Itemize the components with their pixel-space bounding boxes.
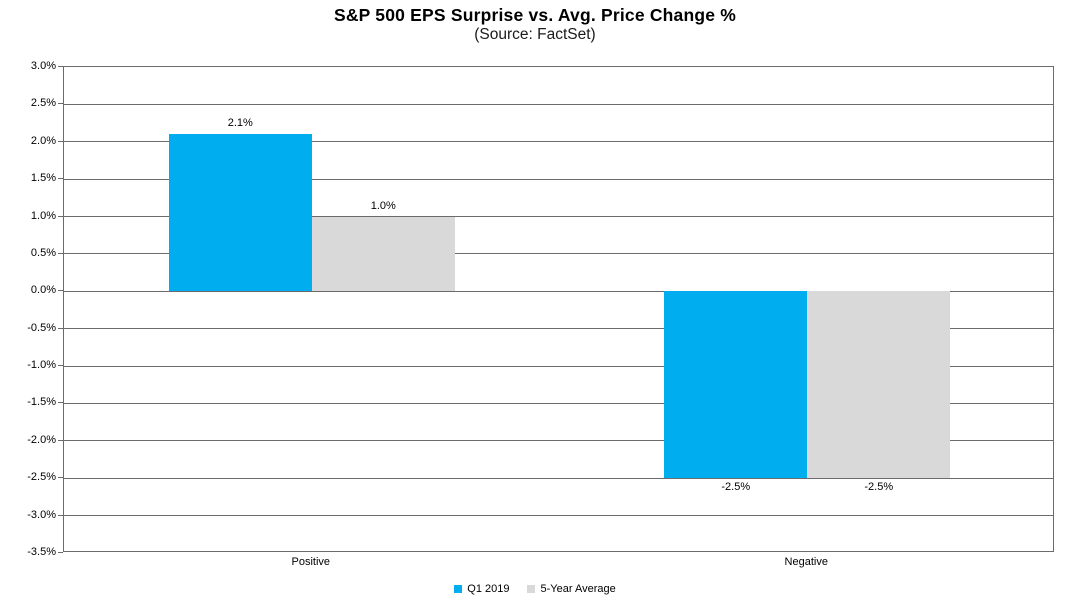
y-axis-tick bbox=[58, 439, 63, 441]
x-axis-label-negative: Negative bbox=[784, 556, 828, 568]
y-axis-tick bbox=[58, 215, 63, 217]
y-axis-label: -2.0% bbox=[27, 433, 56, 446]
legend-label: Q1 2019 bbox=[467, 583, 510, 595]
bar-5-year-average-negative bbox=[807, 291, 951, 479]
y-axis-label: 0.5% bbox=[30, 246, 56, 259]
bar-value-label: 1.0% bbox=[370, 199, 396, 212]
y-axis-tick bbox=[58, 252, 63, 254]
y-axis-label: 0.0% bbox=[30, 284, 56, 297]
y-axis-label: -0.5% bbox=[27, 321, 56, 334]
gridline bbox=[64, 253, 1053, 255]
gridline bbox=[64, 328, 1053, 330]
gridline bbox=[64, 440, 1053, 442]
chart-title: S&P 500 EPS Surprise vs. Avg. Price Chan… bbox=[333, 5, 737, 25]
gridline bbox=[64, 178, 1053, 180]
y-axis-label: -1.5% bbox=[27, 396, 56, 409]
legend: Q1 2019 5-Year Average bbox=[0, 583, 1070, 595]
y-axis-label: -1.0% bbox=[27, 359, 56, 372]
y-axis-tick bbox=[58, 402, 63, 404]
y-axis-tick bbox=[58, 514, 63, 516]
bar-q1-2019-negative bbox=[664, 291, 808, 479]
gridline bbox=[64, 365, 1053, 367]
bar-5-year-average-positive bbox=[311, 216, 455, 292]
gridline bbox=[64, 515, 1053, 517]
plot-area: 2.1% 1.0% -2.5% -2.5% bbox=[63, 66, 1054, 552]
y-axis-tick bbox=[58, 103, 63, 105]
legend-item-5-year-average: 5-Year Average bbox=[527, 583, 616, 595]
gridline bbox=[64, 103, 1053, 105]
y-axis-tick bbox=[58, 178, 63, 180]
gridline bbox=[64, 216, 1053, 218]
gridline bbox=[64, 290, 1053, 292]
y-axis-label: -3.5% bbox=[27, 546, 56, 558]
legend-label: 5-Year Average bbox=[540, 583, 616, 595]
y-axis-label: 1.0% bbox=[30, 209, 56, 222]
legend-swatch-icon bbox=[454, 585, 463, 593]
y-axis-label: 3.0% bbox=[30, 60, 56, 72]
legend-swatch-icon bbox=[527, 585, 536, 593]
legend-item-q1-2019: Q1 2019 bbox=[454, 583, 509, 595]
bar-value-label: -2.5% bbox=[721, 481, 751, 494]
y-axis-tick bbox=[58, 66, 63, 67]
bar-value-label: 2.1% bbox=[227, 117, 253, 130]
y-axis-tick bbox=[58, 477, 63, 479]
bar-value-label: -2.5% bbox=[864, 481, 894, 494]
chart-subtitle: (Source: FactSet) bbox=[474, 26, 596, 43]
y-axis-label: 2.0% bbox=[30, 134, 56, 147]
gridline bbox=[64, 141, 1053, 143]
y-axis-label: -2.5% bbox=[27, 471, 56, 484]
y-axis-label: 1.5% bbox=[30, 172, 56, 185]
x-axis-label-positive: Positive bbox=[291, 556, 331, 568]
bar-q1-2019-positive bbox=[168, 134, 312, 292]
gridline bbox=[64, 477, 1053, 479]
y-axis-tick bbox=[58, 290, 63, 292]
y-axis-tick bbox=[58, 365, 63, 367]
y-axis-label: -3.0% bbox=[27, 508, 56, 521]
y-axis-label: 2.5% bbox=[30, 97, 56, 110]
y-axis-tick bbox=[58, 140, 63, 142]
gridline bbox=[64, 402, 1053, 404]
y-axis-tick bbox=[58, 552, 63, 553]
y-axis-tick bbox=[58, 327, 63, 329]
